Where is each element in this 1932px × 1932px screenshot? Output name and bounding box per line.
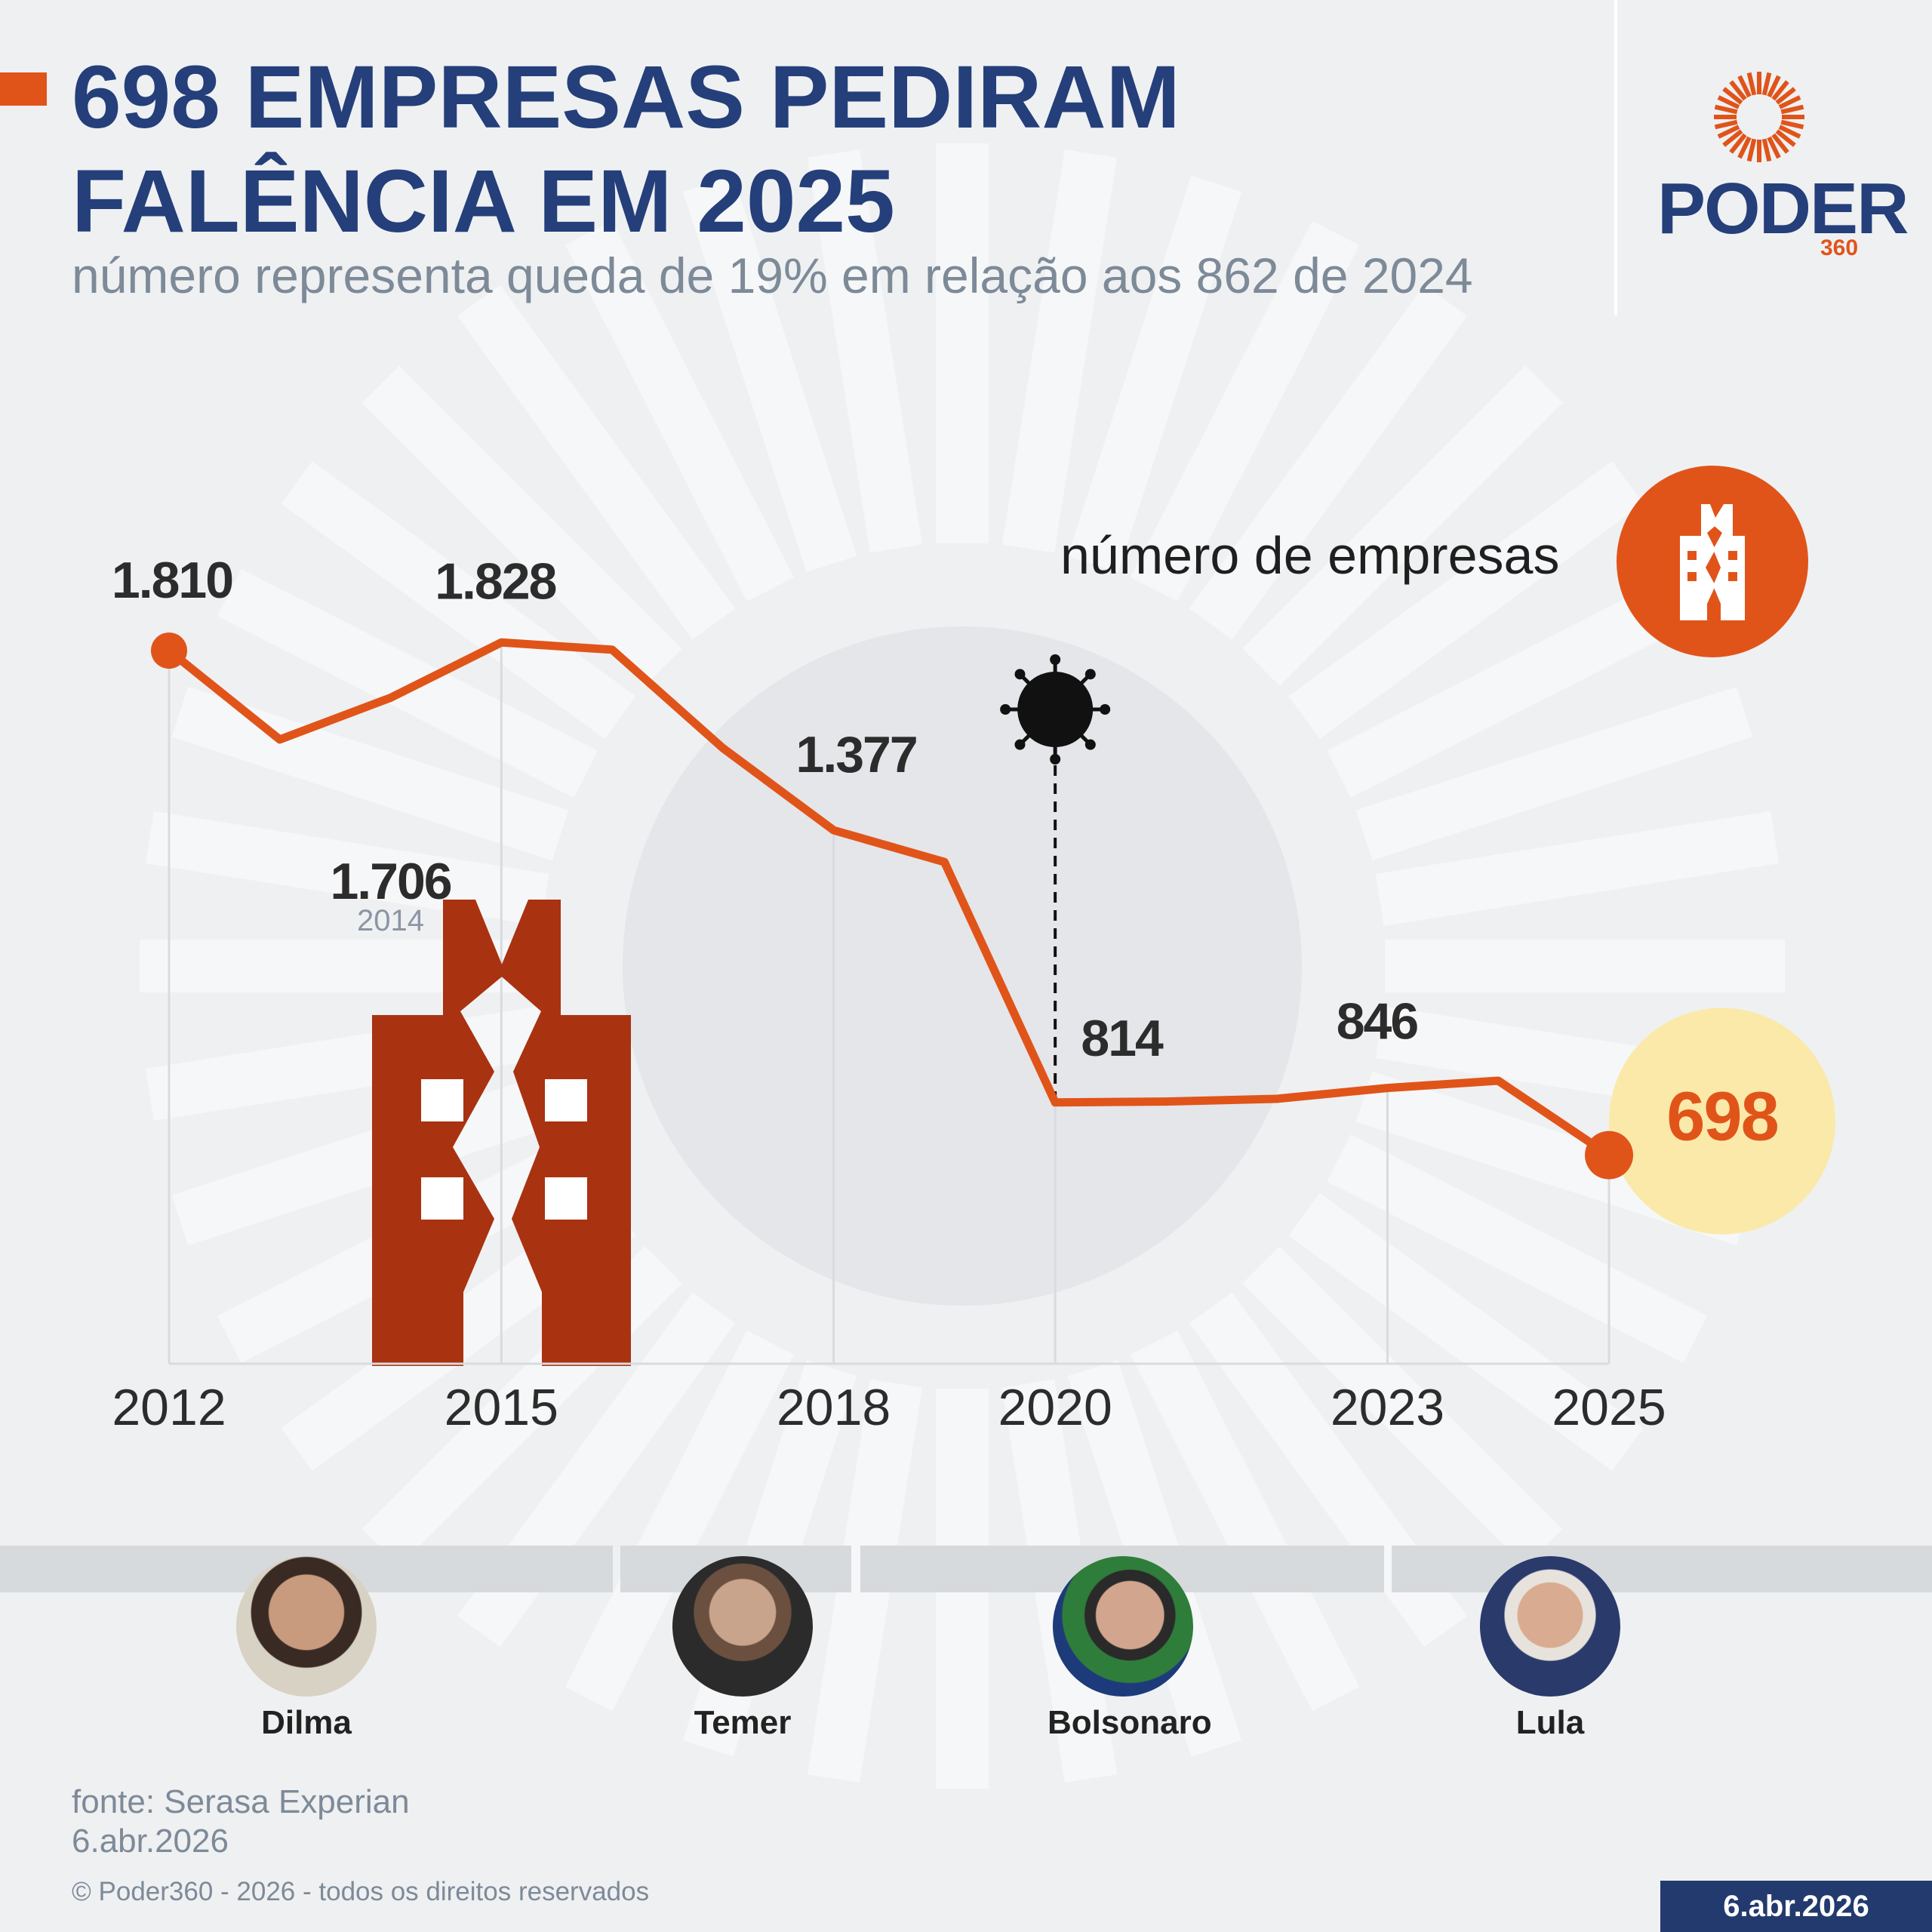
data-point (1585, 1131, 1634, 1180)
sunburst-ray (217, 568, 598, 798)
data-label: 1.706 (330, 853, 451, 910)
sunburst-ray (1288, 460, 1644, 740)
data-point (151, 632, 187, 669)
source-note: fonte: Serasa Experian 6.abr.2026 (72, 1783, 410, 1861)
brand-name: PODER (1657, 168, 1909, 249)
sunburst-ray (281, 460, 636, 740)
sun-ray (1775, 87, 1796, 105)
series-line (165, 638, 1614, 1160)
data-label: 846 (1337, 993, 1418, 1051)
president-bolsonaro: Bolsonaro (1048, 1556, 1212, 1742)
x-tick-label: 2020 (998, 1379, 1112, 1436)
sun-ray (1775, 129, 1796, 147)
sun-ray (1717, 125, 1740, 139)
data-sublabel: 2014 (357, 904, 424, 937)
sunburst-ray (1067, 175, 1242, 573)
sunburst-ray (1131, 220, 1360, 601)
sun-ray (1729, 80, 1747, 101)
x-tick-label: 2023 (1331, 1379, 1444, 1436)
virus-icon (1000, 654, 1111, 764)
sun-ray (1761, 72, 1772, 96)
sun-ray (1746, 138, 1757, 162)
x-tick-label: 2025 (1552, 1379, 1666, 1436)
sunburst-ray (1355, 686, 1753, 861)
sunburst-ray (1002, 149, 1118, 553)
collapsing-building-icon (1680, 504, 1745, 620)
sun-ray (1780, 104, 1804, 115)
sun-ray (1722, 129, 1743, 147)
source-date: 6.abr.2026 (72, 1823, 229, 1860)
copyright: © Poder360 - 2026 - todos os direitos re… (72, 1877, 650, 1906)
president-dilma: Dilma (231, 1556, 382, 1742)
sunburst-ray (171, 686, 569, 861)
data-label: 698 (1666, 1078, 1778, 1155)
source-text: fonte: Serasa Experian (72, 1783, 410, 1820)
date-badge: 6.abr.2026 (1660, 1881, 1932, 1932)
sunburst-ray (171, 1071, 569, 1246)
sun-ray (1737, 136, 1752, 159)
sunburst-ray (145, 811, 549, 926)
avatar (1480, 1556, 1620, 1697)
sun-ray (1761, 138, 1772, 162)
highlight-circle (1609, 1008, 1836, 1235)
sun-ray (1714, 104, 1738, 115)
data-label: 814 (1081, 1010, 1164, 1067)
sunburst-ray (807, 149, 922, 553)
legend-icon-badge (1617, 466, 1808, 657)
president-name: Bolsonaro (1048, 1704, 1212, 1741)
sunburst-ray (682, 175, 857, 573)
header-divider (1614, 0, 1617, 315)
poder360-sun-logo-icon (1714, 72, 1804, 162)
data-label: 1.377 (796, 726, 917, 783)
sunburst-ray (361, 365, 682, 686)
data-label: 1.828 (435, 552, 555, 610)
sun-ray (1778, 125, 1801, 139)
sunburst-ray (1288, 1192, 1644, 1472)
page-title: 698 EMPRESAS PEDIRAM FALÊNCIA EM 2025 (72, 48, 1180, 251)
avatar (236, 1556, 377, 1697)
sun-ray (1771, 80, 1789, 101)
sunburst-ray (1327, 1134, 1708, 1364)
sun-ray (1767, 75, 1781, 98)
brand-suffix: 360 (1820, 235, 1859, 260)
sun-ray (1714, 119, 1738, 130)
sunburst-ray (145, 1006, 549, 1121)
page-subtitle: número representa queda de 19% em relaçã… (72, 248, 1473, 303)
president-name: Dilma (261, 1704, 352, 1741)
sunburst-ray (565, 1331, 794, 1712)
sun-ray (1771, 133, 1789, 154)
sun-ray (1746, 72, 1757, 96)
sunburst-ray (1327, 568, 1708, 798)
sunburst-ray (457, 285, 736, 640)
sunburst-ray (1242, 365, 1563, 686)
president-lula: Lula (1475, 1556, 1626, 1742)
data-label: 1.810 (112, 552, 232, 609)
x-tick-label: 2012 (112, 1379, 226, 1436)
president-temer: Temer (667, 1556, 818, 1742)
sun-ray (1717, 95, 1740, 109)
accent-bar (0, 72, 47, 106)
x-tick-label: 2015 (445, 1379, 558, 1436)
sun-ray (1778, 95, 1801, 109)
sunburst-ray (1189, 285, 1468, 640)
avatar (1053, 1556, 1193, 1697)
sun-ray (1729, 133, 1747, 154)
sunburst-ray (1131, 1331, 1360, 1712)
president-name: Temer (694, 1704, 792, 1741)
sunburst-ray (565, 220, 794, 601)
term-band-lula (1392, 1546, 1932, 1592)
x-tick-label: 2018 (777, 1379, 891, 1436)
sun-ray (1767, 136, 1781, 159)
building-windows (421, 1079, 587, 1220)
sun-ray (1737, 75, 1752, 98)
large-building-illustration (372, 900, 631, 1366)
sunburst-ray (1242, 1246, 1563, 1567)
sun-ray (1722, 87, 1743, 105)
sun-ray (1780, 119, 1804, 130)
avatar (672, 1556, 813, 1697)
president-name: Lula (1515, 1704, 1585, 1741)
legend-label: número de empresas (1060, 526, 1560, 585)
sunburst-ray (1375, 811, 1780, 926)
